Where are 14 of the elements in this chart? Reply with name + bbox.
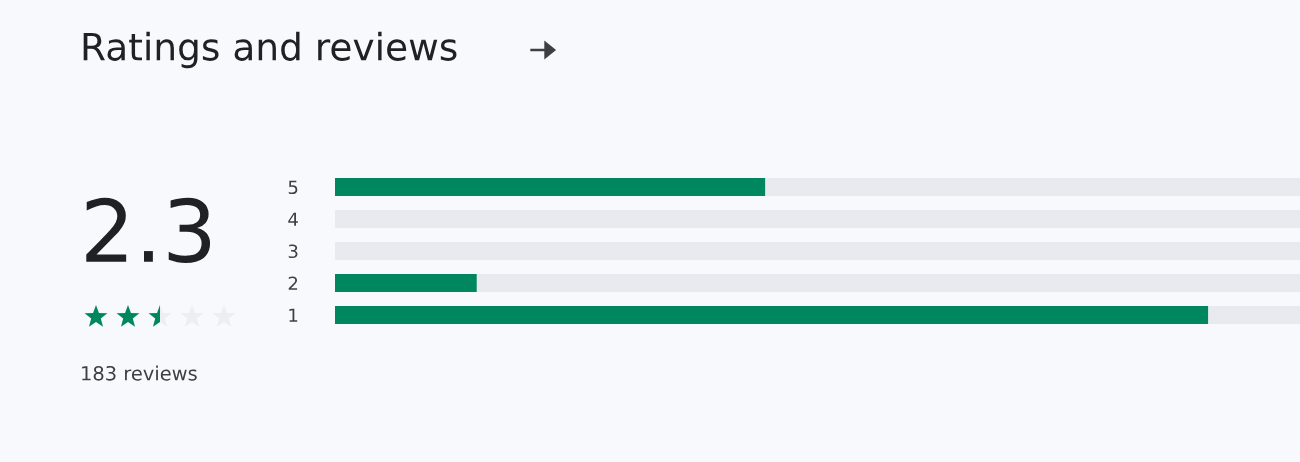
bar [335, 274, 477, 292]
bar [765, 178, 1300, 196]
text: 183 reviews [82, 365, 197, 381]
y-tick-label: 4 [288, 212, 298, 226]
bar [1208, 306, 1300, 324]
y-tick-label: 2 [288, 276, 298, 290]
bar [335, 178, 766, 196]
chart-title: Ratings and reviews [83, 31, 457, 69]
y-tick-label: 1 [289, 308, 298, 322]
text: 2.3 [86, 197, 211, 263]
bar [335, 306, 1209, 324]
bar [476, 274, 1300, 292]
y-tick-label: 5 [288, 180, 298, 195]
y-tick-label: 3 [288, 244, 298, 259]
